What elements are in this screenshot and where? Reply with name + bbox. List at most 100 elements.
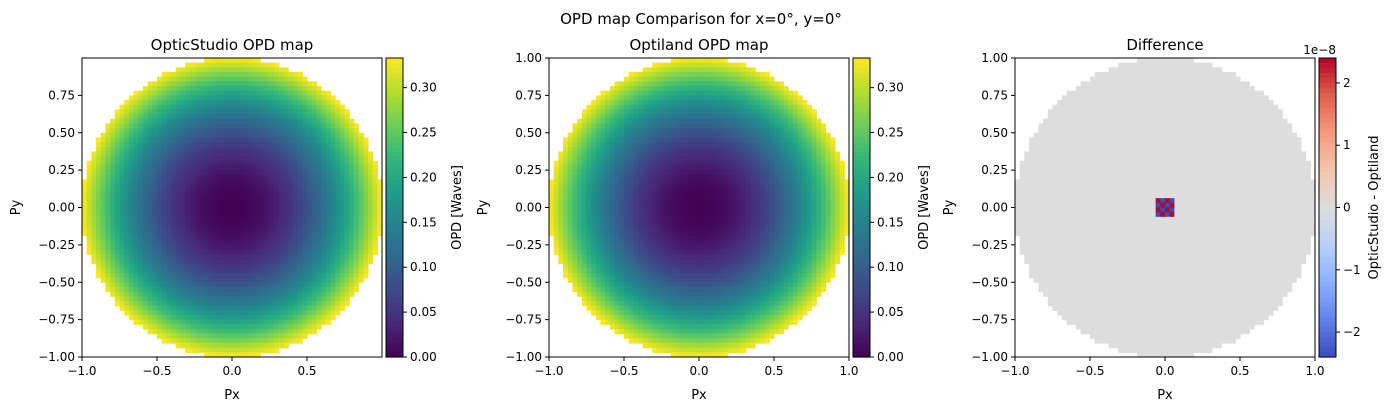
heatmap-cell — [339, 137, 346, 143]
heatmap-cell — [316, 207, 322, 213]
heatmap-cell — [208, 291, 214, 297]
heatmap-cell — [222, 62, 228, 68]
heatmap-cell — [189, 184, 196, 190]
heatmap-cell — [600, 193, 606, 199]
heatmap-cell — [232, 118, 238, 124]
heatmap-cell — [797, 188, 803, 195]
heatmap-cell — [185, 72, 191, 78]
heatmap-cell — [825, 188, 831, 195]
heatmap-cell — [199, 104, 205, 110]
heatmap-cell — [255, 202, 261, 209]
heatmap-cell — [133, 212, 139, 218]
heatmap-cell — [605, 174, 611, 181]
heatmap-cell — [713, 123, 719, 129]
heatmap-cell — [175, 123, 182, 129]
heatmap-cell — [633, 179, 639, 185]
heatmap-cell — [86, 240, 92, 246]
heatmap-cell — [203, 90, 210, 96]
heatmap-cell — [652, 118, 658, 124]
heatmap-cell — [292, 328, 299, 335]
heatmap-cell — [750, 132, 756, 139]
heatmap-cell — [138, 221, 144, 227]
heatmap-cell — [208, 328, 214, 335]
heatmap-cell — [783, 109, 789, 115]
heatmap-cell — [283, 268, 289, 274]
heatmap-cell — [325, 296, 332, 302]
heatmap-cell — [806, 193, 813, 199]
heatmap-cell — [194, 72, 200, 78]
heatmap-cell — [727, 174, 733, 181]
heatmap-cell — [217, 291, 224, 297]
heatmap-panel-1: OpticStudio OPD map−1.0 −0.5 0.0 0.5Px−1.00… — [9, 36, 465, 403]
heatmap-cell — [684, 104, 691, 110]
heatmap-cell — [605, 142, 611, 148]
heatmap-cell — [217, 352, 224, 358]
heatmap-cell — [194, 305, 200, 311]
heatmap-cell — [142, 221, 149, 227]
heatmap-cell — [595, 188, 602, 195]
heatmap-cell — [203, 100, 210, 106]
heatmap-cell — [260, 123, 266, 129]
heatmap-cell — [722, 165, 728, 171]
heatmap-cell — [236, 282, 242, 288]
heatmap-cell — [227, 104, 233, 110]
heatmap-cell — [227, 193, 233, 199]
heatmap-cell — [689, 95, 695, 101]
heatmap-cell — [185, 179, 191, 185]
heatmap-cell — [269, 286, 275, 293]
heatmap-cell — [797, 146, 803, 153]
heatmap-cell — [138, 249, 144, 255]
heatmap-cell — [302, 132, 308, 139]
heatmap-cell — [783, 151, 789, 157]
heatmap-cell — [680, 207, 686, 213]
heatmap-cell — [731, 170, 738, 176]
heatmap-cell — [572, 179, 578, 185]
heatmap-cell — [142, 109, 149, 115]
heatmap-cell — [759, 188, 766, 195]
heatmap-cell — [203, 221, 210, 227]
heatmap-cell — [161, 328, 167, 335]
heatmap-cell — [236, 221, 242, 227]
heatmap-cell — [260, 128, 266, 134]
heatmap-cell — [86, 221, 92, 227]
colorbar-band — [386, 347, 403, 353]
heatmap-cell — [105, 184, 111, 190]
heatmap-cell — [358, 184, 364, 190]
heatmap-cell — [783, 184, 789, 190]
heatmap-cell — [86, 165, 92, 171]
heatmap-cell — [250, 305, 257, 311]
heatmap-cell — [119, 179, 125, 185]
heatmap-cell — [797, 137, 803, 143]
heatmap-cell — [595, 100, 602, 106]
heatmap-cell — [119, 240, 125, 246]
heatmap-cell — [232, 165, 238, 171]
heatmap-cell — [124, 300, 130, 307]
heatmap-cell — [330, 128, 336, 134]
heatmap-cell — [213, 67, 219, 73]
heatmap-cell — [302, 319, 308, 325]
heatmap-cell — [713, 188, 719, 195]
heatmap-cell — [675, 188, 681, 195]
heatmap-cell — [147, 296, 153, 302]
heatmap-cell — [180, 328, 186, 335]
heatmap-cell — [222, 160, 228, 167]
heatmap-cell — [549, 193, 555, 199]
heatmap-cell — [203, 174, 210, 181]
heatmap-cell — [124, 202, 130, 209]
heatmap-cell — [203, 258, 210, 265]
heatmap-cell — [152, 165, 158, 171]
heatmap-cell — [246, 230, 252, 237]
heatmap-cell — [367, 179, 374, 185]
heatmap-cell — [321, 291, 327, 297]
heatmap-cell — [236, 268, 242, 274]
heatmap-cell — [185, 81, 191, 87]
heatmap-cell — [278, 137, 285, 143]
heatmap-cell — [797, 160, 803, 167]
heatmap-cell — [260, 216, 266, 223]
heatmap-cell — [142, 151, 149, 157]
heatmap-cell — [764, 184, 770, 190]
heatmap-cell — [119, 156, 125, 162]
colorbar-band — [386, 197, 403, 204]
heatmap-cell — [133, 160, 139, 167]
heatmap-cell — [825, 146, 831, 153]
